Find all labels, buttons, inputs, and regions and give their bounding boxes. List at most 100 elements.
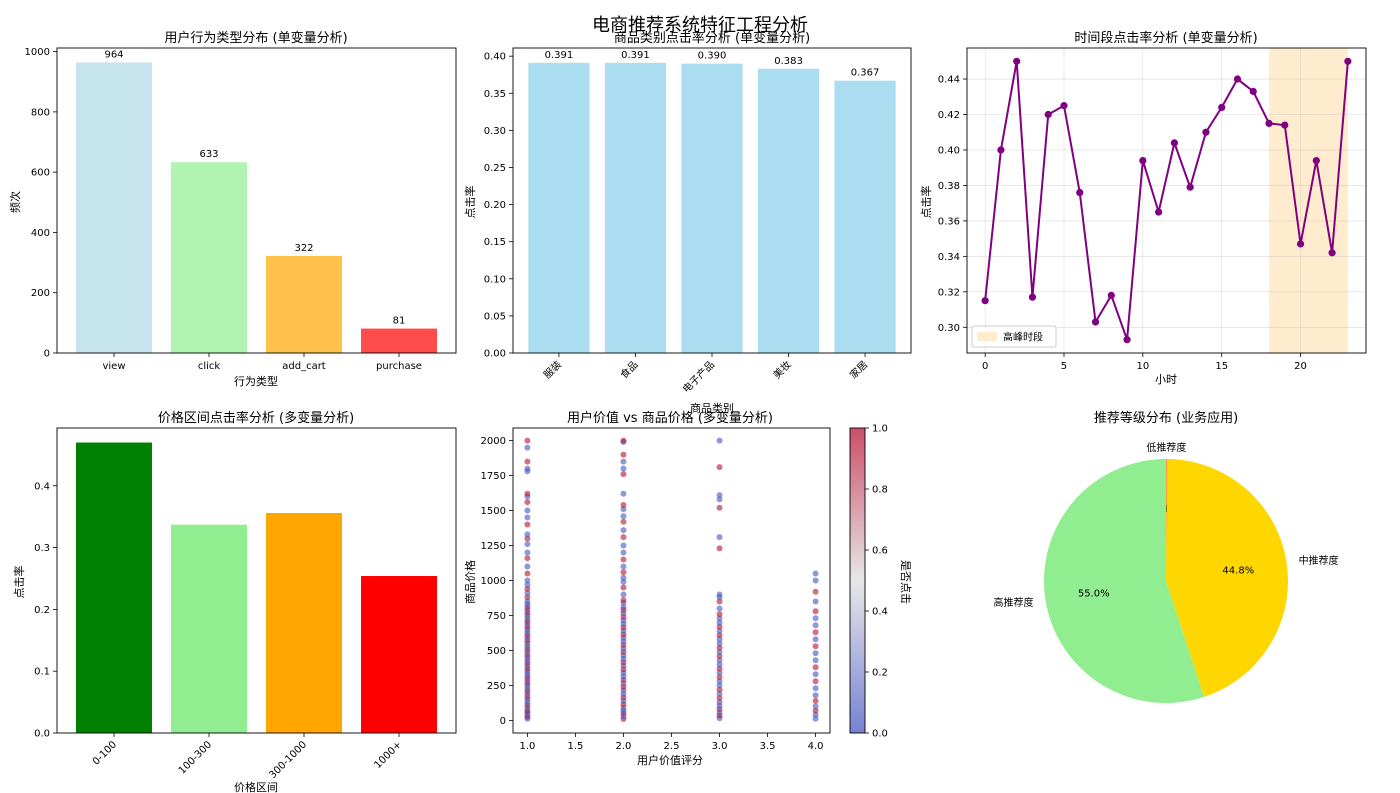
behavior-ylabel: 频次 — [8, 191, 22, 213]
scatter-point — [620, 597, 627, 604]
scatter-point — [716, 674, 723, 681]
scatter-point — [716, 699, 723, 706]
level-pie-plot-area: 低推荐度 0.1% 中推荐度 44.8% 高推荐度 55.0% — [993, 441, 1339, 703]
y-tick-label: 0.15 — [484, 237, 506, 248]
scatter-point — [812, 622, 819, 629]
y-tick-label: 500 — [487, 646, 506, 657]
scatter-point — [812, 650, 819, 657]
behavior-panel: 用户行为类型分布 (单变量分析) 0 200 400 600 800 1000 view 96… — [8, 30, 457, 388]
bar-value-label: 0.390 — [698, 51, 727, 62]
ctr-point-hour-11 — [1155, 208, 1163, 216]
y-tick-label: 1000 — [25, 47, 50, 58]
scatter-point — [524, 585, 531, 592]
x-tick-label: 3.0 — [712, 741, 728, 752]
y-tick-label: 1000 — [481, 576, 506, 587]
scatter-point — [716, 648, 723, 655]
scatter-point — [524, 531, 531, 538]
scatter-point — [524, 514, 531, 521]
scatter-point — [524, 499, 531, 506]
scatter-point — [716, 661, 723, 668]
bar-add_cart — [266, 255, 342, 353]
y-tick-label: 0.1 — [34, 667, 50, 678]
axes-frame — [56, 47, 457, 354]
scatter-point — [620, 534, 627, 541]
x-tick-label: click — [198, 361, 221, 372]
scatter-point — [812, 588, 819, 595]
scatter-point — [620, 437, 627, 444]
x-tick-label: 3.5 — [760, 741, 776, 752]
hour-ctr-panel: 时间段点击率分析 (单变量分析) 0 5 10 15 20 0.30 0.32 0.34 0.3… — [919, 30, 1367, 386]
scatter-point — [620, 556, 627, 563]
scatter-point — [716, 682, 723, 689]
y-tick-label: 200 — [31, 288, 50, 299]
hour-ctr-title: 时间段点击率分析 (单变量分析) — [1074, 30, 1257, 46]
scatter-point — [620, 574, 627, 581]
scatter-point — [716, 464, 723, 471]
pie-pct-label: 44.8% — [1222, 566, 1254, 577]
bar-value-label: 0.391 — [621, 50, 650, 61]
x-tick-label: 2.0 — [616, 741, 632, 752]
scatter-point — [620, 465, 627, 472]
y-tick-label: 0.40 — [484, 52, 506, 63]
pie-label: 低推荐度 — [1146, 441, 1186, 454]
legend-label: 高峰时段 — [1003, 331, 1043, 344]
scatter-point — [620, 569, 627, 576]
bar-value-label: 81 — [393, 316, 406, 327]
scatter-point — [812, 697, 819, 704]
bar-家居 — [834, 80, 896, 353]
scatter-point — [524, 577, 531, 584]
scatter-point — [620, 549, 627, 556]
y-tick-label: 0.32 — [938, 287, 960, 298]
colorbar — [850, 428, 865, 733]
scatter-point — [716, 619, 723, 626]
bar-美妆 — [757, 68, 820, 353]
scatter-point — [716, 644, 723, 651]
scatter-point — [524, 581, 531, 588]
scatter-point — [524, 507, 531, 514]
ctr-point-hour-6 — [1076, 188, 1084, 197]
y-tick-label: 0 — [500, 716, 506, 727]
scatter-point — [812, 570, 819, 577]
scatter-point — [716, 669, 723, 676]
scatter-point — [620, 591, 627, 598]
bar-300-1000 — [266, 512, 342, 733]
hour-ctr-plot-area: 0 5 10 15 20 0.30 0.32 0.34 0.36 0.38 0.40 0.42 0.44… — [938, 47, 1367, 372]
scatter-point — [812, 615, 819, 622]
price-ctr-ylabel: 点击率 — [12, 566, 26, 599]
colorbar-tick-label: 0.8 — [872, 485, 888, 496]
scatter-point — [524, 549, 531, 556]
x-tick-label: 10 — [1136, 361, 1149, 372]
scatter-point — [524, 437, 531, 444]
scatter-point — [620, 506, 627, 513]
colorbar-label: 是否点击 — [899, 560, 912, 604]
ctr-point-hour-17 — [1249, 87, 1257, 96]
ctr-point-hour-15 — [1218, 103, 1226, 112]
colorbar-tick-label: 0.4 — [872, 607, 888, 618]
ctr-line — [984, 61, 1349, 341]
x-tick-label: 服装 — [541, 358, 564, 381]
pie-pct-label: 0.1% — [1154, 504, 1179, 515]
y-tick-label: 1500 — [481, 506, 506, 517]
scatter-point — [524, 490, 531, 497]
y-tick-label: 400 — [31, 228, 50, 239]
y-tick-label: 0.42 — [938, 110, 960, 121]
pie-label: 中推荐度 — [1299, 554, 1339, 567]
pie-slice-高推荐度 — [1043, 459, 1205, 703]
y-tick-label: 1250 — [481, 541, 506, 552]
colorbar-frame — [849, 427, 866, 734]
ctr-point-hour-20 — [1296, 240, 1305, 248]
scatter-point — [812, 657, 819, 664]
ctr-point-hour-12 — [1170, 139, 1178, 147]
pie-label: 高推荐度 — [993, 596, 1033, 609]
bar-purchase — [361, 328, 437, 353]
scatter-point — [812, 664, 819, 671]
scatter-point — [716, 632, 723, 639]
scatter-point — [812, 629, 819, 636]
y-tick-label: 800 — [31, 107, 50, 118]
bar-click — [171, 162, 247, 353]
x-tick-label: 电子产品 — [680, 358, 717, 395]
bar-服装 — [528, 62, 590, 353]
scatter-point — [620, 458, 627, 465]
scatter-point — [524, 563, 531, 570]
